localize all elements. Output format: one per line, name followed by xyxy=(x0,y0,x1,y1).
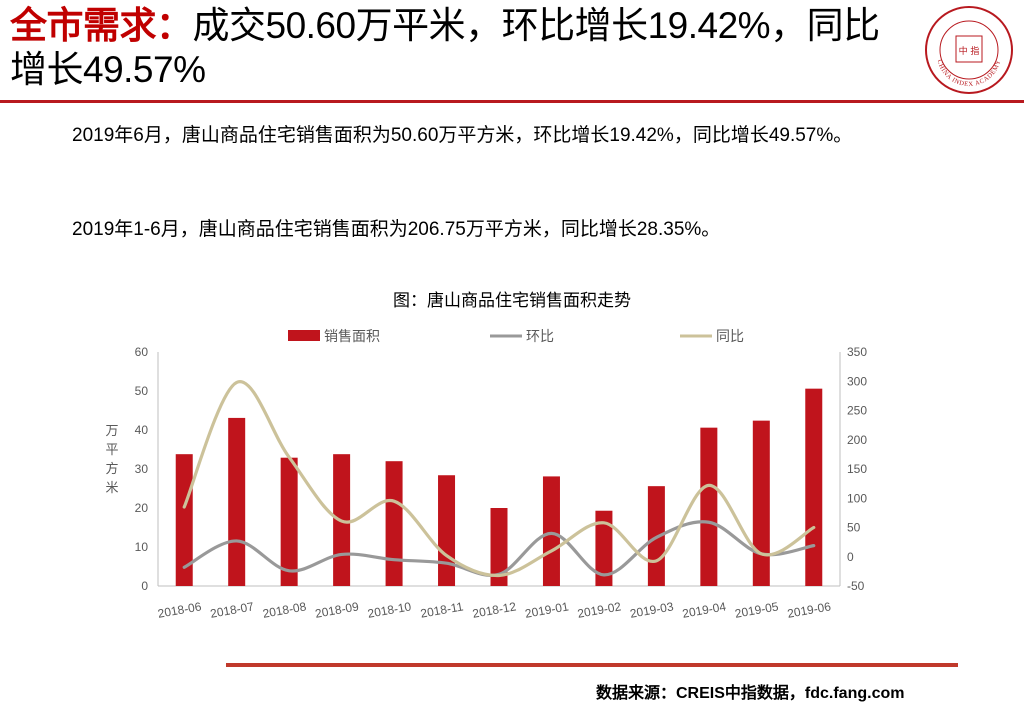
x-tick-label: 2018-10 xyxy=(366,599,412,620)
x-tick-label: 2018-07 xyxy=(209,599,255,620)
y-axis-label-char: 平 xyxy=(105,442,118,457)
y-tick-label: 50 xyxy=(135,384,149,398)
x-tick-label: 2019-06 xyxy=(786,599,832,620)
bar-2019-06 xyxy=(805,388,823,586)
bar-2019-02 xyxy=(595,510,613,586)
y-tick-label: 0 xyxy=(141,579,148,593)
chart-title: 图：唐山商品住宅销售面积走势 xyxy=(393,291,631,310)
line-环比 xyxy=(182,520,816,577)
x-tick-label: 2018-11 xyxy=(419,599,464,620)
legend-label-同比: 同比 xyxy=(716,328,744,344)
bar-2018-12 xyxy=(490,508,508,586)
bar-2018-11 xyxy=(438,475,456,586)
page-title: 全市需求：成交50.60万平米，环比增长19.42%，同比增长49.57% xyxy=(10,4,910,92)
y2-tick-label: 100 xyxy=(847,491,867,505)
legend-label-销售面积: 销售面积 xyxy=(324,328,380,344)
bar-2018-07 xyxy=(228,417,246,586)
title-rest: 成交50.60万平米，环比增长19.42%，同比增长49.57% xyxy=(10,5,880,90)
x-tick-label: 2018-09 xyxy=(314,599,360,620)
x-tick-label: 2018-08 xyxy=(262,599,308,620)
y-tick-label: 40 xyxy=(135,423,149,437)
y-axis-label-char: 万 xyxy=(105,423,118,438)
bar-2019-01 xyxy=(542,476,560,586)
y2-tick-label: 350 xyxy=(847,345,867,359)
y-tick-label: 20 xyxy=(135,501,149,515)
y2-tick-label: 150 xyxy=(847,462,867,476)
sales-area-chart: 0 10 20 30 40 50 60 -50 0 50 100 150 200 250 300 350 万平方… xyxy=(105,328,867,621)
data-source: 数据来源：CREIS中指数据，fdc.fang.com xyxy=(596,685,905,702)
x-tick-label: 2018-06 xyxy=(157,599,203,620)
paragraph-monthly: 2019年6月，唐山商品住宅销售面积为50.60万平方米，环比增长19.42%，… xyxy=(72,125,853,146)
logo-center-text: 中 指 xyxy=(959,45,980,57)
title-divider xyxy=(0,100,1024,103)
legend-swatch-销售面积 xyxy=(288,330,320,341)
bar-2018-10 xyxy=(385,461,403,586)
paragraph-ytd: 2019年1-6月，唐山商品住宅销售面积为206.75万平方米，同比增长28.3… xyxy=(72,219,721,240)
bar-2019-04 xyxy=(700,427,718,586)
y-tick-label: 60 xyxy=(135,345,149,359)
y2-tick-label: 250 xyxy=(847,404,867,418)
bar-2018-06 xyxy=(175,454,193,586)
y-tick-label: 30 xyxy=(135,462,149,476)
y2-tick-label: 300 xyxy=(847,374,867,388)
y2-tick-label: 0 xyxy=(847,550,854,564)
china-index-academy-logo: CHINA INDEX ACADEMY 中 指 xyxy=(925,6,1013,94)
y-tick-label: 10 xyxy=(135,540,149,554)
x-tick-label: 2019-05 xyxy=(734,599,780,620)
bar-2019-05 xyxy=(752,420,770,586)
y2-tick-label: 200 xyxy=(847,433,867,447)
footer-divider xyxy=(226,663,958,667)
y2-tick-label: -50 xyxy=(847,579,865,593)
x-tick-label: 2019-02 xyxy=(576,599,622,620)
x-tick-label: 2018-12 xyxy=(471,599,517,620)
y-axis-label-char: 米 xyxy=(105,480,118,495)
bar-2018-08 xyxy=(280,457,298,586)
x-tick-label: 2019-01 xyxy=(524,599,570,620)
y2-tick-label: 50 xyxy=(847,521,861,535)
legend-label-环比: 环比 xyxy=(526,328,554,344)
y-axis-label-char: 方 xyxy=(105,461,118,476)
x-tick-label: 2019-04 xyxy=(681,599,727,620)
title-highlight: 全市需求： xyxy=(10,5,193,46)
line-同比 xyxy=(182,380,816,578)
x-tick-label: 2019-03 xyxy=(629,599,675,620)
